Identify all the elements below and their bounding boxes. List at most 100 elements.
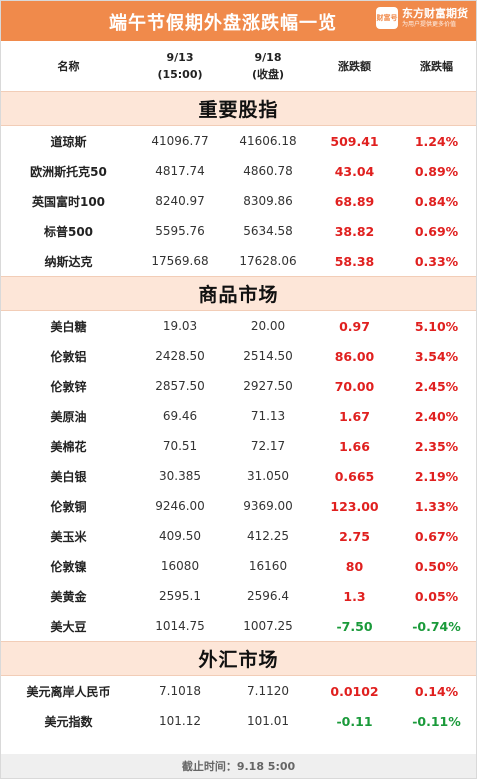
row-pct: 0.89% <box>414 163 459 179</box>
row-name: 伦敦铝 <box>50 349 87 364</box>
row-name: 伦敦镍 <box>50 559 87 574</box>
row-value-918: 20.00 <box>250 319 286 333</box>
section-title: 外汇市场 <box>1 641 476 676</box>
row-change: 1.66 <box>339 438 370 454</box>
table-row: 美黄金 2595.1 2596.4 1.3 0.05% <box>1 581 476 611</box>
table-row: 美棉花 70.51 72.17 1.66 2.35% <box>1 431 476 461</box>
table-row: 欧洲斯托克50 4817.74 4860.78 43.04 0.89% <box>1 156 476 186</box>
logo-name: 东方财富期货 <box>402 7 468 20</box>
row-change: 86.00 <box>334 348 375 364</box>
row-value-918: 17628.06 <box>239 254 297 268</box>
row-change: 43.04 <box>334 163 375 179</box>
table-row: 伦敦镍 16080 16160 80 0.50% <box>1 551 476 581</box>
row-value-918: 72.17 <box>250 439 286 453</box>
row-pct: 0.84% <box>414 193 459 209</box>
row-pct: 1.24% <box>414 133 459 149</box>
row-pct: 2.19% <box>414 468 459 484</box>
row-pct: 0.67% <box>414 528 459 544</box>
row-pct: 2.45% <box>414 378 459 394</box>
row-name: 伦敦锌 <box>50 379 87 394</box>
section-title: 商品市场 <box>1 276 476 311</box>
row-pct: 5.10% <box>414 318 459 334</box>
row-change: 58.38 <box>334 253 375 269</box>
row-value-918: 71.13 <box>250 409 286 423</box>
row-name: 美元指数 <box>44 714 93 729</box>
row-name: 英国富时100 <box>31 194 106 209</box>
row-value-913: 30.385 <box>159 469 201 483</box>
row-change: 0.97 <box>339 318 370 334</box>
row-change: 2.75 <box>339 528 370 544</box>
footer-cutoff-time: 截止时间：9.18 5:00 <box>1 754 476 778</box>
row-value-913: 7.1018 <box>159 684 201 698</box>
row-value-913: 2428.50 <box>155 349 205 363</box>
row-pct: 2.40% <box>414 408 459 424</box>
col-name: 名称 <box>57 59 80 73</box>
row-name: 美原油 <box>50 409 87 424</box>
row-value-918: 101.01 <box>247 714 289 728</box>
section-title: 重要股指 <box>1 91 476 126</box>
row-change: -0.11 <box>336 713 373 729</box>
table-row: 美玉米 409.50 412.25 2.75 0.67% <box>1 521 476 551</box>
row-change: 123.00 <box>330 498 379 514</box>
column-header-row: 名称 9/13 (15:00) 9/18 (收盘) 涨跌额 涨跌幅 <box>1 41 476 91</box>
row-change: 80 <box>345 558 364 574</box>
brand-logo: 财富号 东方财富期货 为用户提供更多价值 <box>376 7 468 29</box>
row-value-913: 2595.1 <box>159 589 201 603</box>
row-pct: 0.05% <box>414 588 459 604</box>
row-change: 70.00 <box>334 378 375 394</box>
row-value-918: 7.1120 <box>247 684 289 698</box>
table-row: 美白银 30.385 31.050 0.665 2.19% <box>1 461 476 491</box>
row-change: 1.3 <box>343 588 366 604</box>
col-date1-time: (15:00) <box>157 68 203 81</box>
row-value-913: 19.03 <box>162 319 198 333</box>
logo-slogan: 为用户提供更多价值 <box>402 21 457 28</box>
table-row: 伦敦铝 2428.50 2514.50 86.00 3.54% <box>1 341 476 371</box>
row-value-913: 69.46 <box>162 409 198 423</box>
table-row: 美原油 69.46 71.13 1.67 2.40% <box>1 401 476 431</box>
row-value-918: 4860.78 <box>243 164 293 178</box>
row-pct: 0.33% <box>414 253 459 269</box>
table-row: 美元离岸人民币 7.1018 7.1120 0.0102 0.14% <box>1 676 476 706</box>
table-row: 道琼斯 41096.77 41606.18 509.41 1.24% <box>1 126 476 156</box>
row-value-918: 2514.50 <box>243 349 293 363</box>
row-name: 美白糖 <box>50 319 87 334</box>
row-pct: 0.69% <box>414 223 459 239</box>
row-value-913: 101.12 <box>159 714 201 728</box>
table-row: 英国富时100 8240.97 8309.86 68.89 0.84% <box>1 186 476 216</box>
row-value-918: 412.25 <box>247 529 289 543</box>
row-change: 68.89 <box>334 193 375 209</box>
row-value-918: 2927.50 <box>243 379 293 393</box>
table-row: 标普500 5595.76 5634.58 38.82 0.69% <box>1 216 476 246</box>
col-date2-note: (收盘) <box>251 68 285 81</box>
row-value-918: 1007.25 <box>243 619 293 633</box>
row-pct: 3.54% <box>414 348 459 364</box>
row-name: 欧洲斯托克50 <box>30 164 107 179</box>
row-name: 美白银 <box>50 469 87 484</box>
col-date1: 9/13 (15:00) <box>136 49 224 83</box>
table-row: 纳斯达克 17569.68 17628.06 58.38 0.33% <box>1 246 476 276</box>
row-value-918: 5634.58 <box>243 224 293 238</box>
col-date2-date: 9/18 <box>254 51 282 64</box>
table-row: 伦敦锌 2857.50 2927.50 70.00 2.45% <box>1 371 476 401</box>
row-name: 美元离岸人民币 <box>26 684 111 699</box>
row-value-918: 9369.00 <box>243 499 293 513</box>
row-value-918: 16160 <box>248 559 288 573</box>
row-name: 美棉花 <box>50 439 87 454</box>
row-change: 509.41 <box>330 133 379 149</box>
row-pct: 0.50% <box>414 558 459 574</box>
row-value-913: 409.50 <box>159 529 201 543</box>
page-title: 端午节假期外盘涨跌幅一览 <box>109 13 337 34</box>
col-date1-date: 9/13 <box>166 51 194 64</box>
row-value-913: 1014.75 <box>155 619 205 633</box>
row-value-913: 2857.50 <box>155 379 205 393</box>
row-value-913: 8240.97 <box>155 194 205 208</box>
row-value-913: 17569.68 <box>151 254 209 268</box>
row-change: 38.82 <box>334 223 375 239</box>
row-name: 美玉米 <box>50 529 87 544</box>
col-change: 涨跌额 <box>338 59 371 73</box>
col-date2: 9/18 (收盘) <box>224 49 312 83</box>
row-value-918: 8309.86 <box>243 194 293 208</box>
row-name: 纳斯达克 <box>44 254 93 269</box>
title-banner: 端午节假期外盘涨跌幅一览 财富号 东方财富期货 为用户提供更多价值 <box>1 1 476 41</box>
